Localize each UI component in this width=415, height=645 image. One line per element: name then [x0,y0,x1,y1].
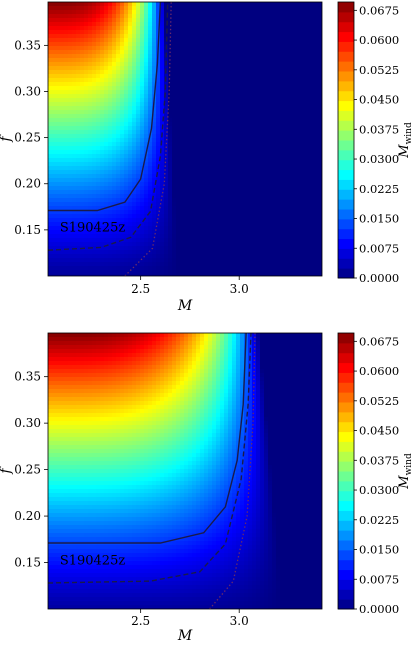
x-tick-label: 2.5 [131,282,150,296]
colorbar-tick-label: 0.0675 [359,334,399,348]
colorbar-tick-label: 0.0000 [359,602,399,616]
x-tick-label: 3.0 [230,282,249,296]
y-tick-label: 0.30 [14,416,41,430]
heatmap-field [48,2,322,276]
annotation-label: S190425z [60,221,126,236]
colorbar-tick-label: 0.0150 [359,543,399,557]
colorbar-tick-label: 0.0375 [359,453,399,467]
colorbar-frame [337,1,355,279]
annotation-label: S190425z [60,553,126,568]
x-axis-label: M [177,298,193,314]
colorbar-tick-label: 0.0525 [359,394,399,408]
colorbar-tick-label: 0.0150 [359,212,399,226]
colorbar-tick-label: 0.0675 [359,3,399,17]
contour-solid [48,333,247,544]
y-tick-label: 0.20 [14,177,41,191]
colorbar-label: Mwind [397,122,414,159]
colorbar-tick-label: 0.0075 [359,241,399,255]
colorbar-frame [337,332,355,610]
contour-dotted [209,333,256,609]
axes-frame [47,332,323,610]
x-tick-label: 3.0 [230,614,249,628]
x-tick-label: 2.5 [131,614,150,628]
colorbar-tick-label: 0.0525 [359,63,399,77]
y-tick-label: 0.20 [14,509,41,523]
y-axis-label: f [0,134,14,143]
colorbar-tick-label: 0.0075 [359,572,399,586]
colorbar-tick-label: 0.0375 [359,122,399,136]
colorbar-label: Mwind [397,453,414,490]
y-tick-label: 0.15 [14,556,41,570]
colorbar-tick-label: 0.0300 [359,483,399,497]
x-axis-label: M [177,628,193,644]
axes-frame [47,1,323,277]
colorbar-tick-label: 0.0450 [359,93,399,107]
chart-panel-2: S190425z 2.5 3.0 0.15 0.20 0.25 0.30 0.35 Mf 0.00… [0,332,414,644]
colorbar-tick-label: 0.0600 [359,33,399,47]
y-tick-label: 0.35 [14,38,41,52]
heatmap-field [48,333,322,609]
y-tick-label: 0.15 [14,223,41,237]
y-tick-label: 0.35 [14,370,41,384]
colorbar: 0.0000 0.0075 0.0150 0.0225 0.0300 0.0375 0.04… [337,332,414,616]
colorbar-tick-label: 0.0000 [359,271,399,285]
contour-solid [48,2,162,212]
colorbar-tick-label: 0.0225 [359,513,399,527]
y-tick-label: 0.25 [14,463,41,477]
colorbar-tick-label: 0.0600 [359,364,399,378]
colorbar-tick-label: 0.0300 [359,152,399,166]
colorbar-tick-label: 0.0450 [359,424,399,438]
colorbar-tick-label: 0.0225 [359,182,399,196]
chart-panel-1: S190425z 2.5 3.0 0.15 0.20 0.25 0.30 0.35 Mf 0.00… [0,1,414,314]
colorbar: 0.0000 0.0075 0.0150 0.0225 0.0300 0.0375 0.04… [337,1,414,285]
y-tick-label: 0.25 [14,131,41,145]
y-axis-label: f [0,466,14,475]
y-tick-label: 0.30 [14,84,41,98]
contour-dashed [48,333,252,584]
